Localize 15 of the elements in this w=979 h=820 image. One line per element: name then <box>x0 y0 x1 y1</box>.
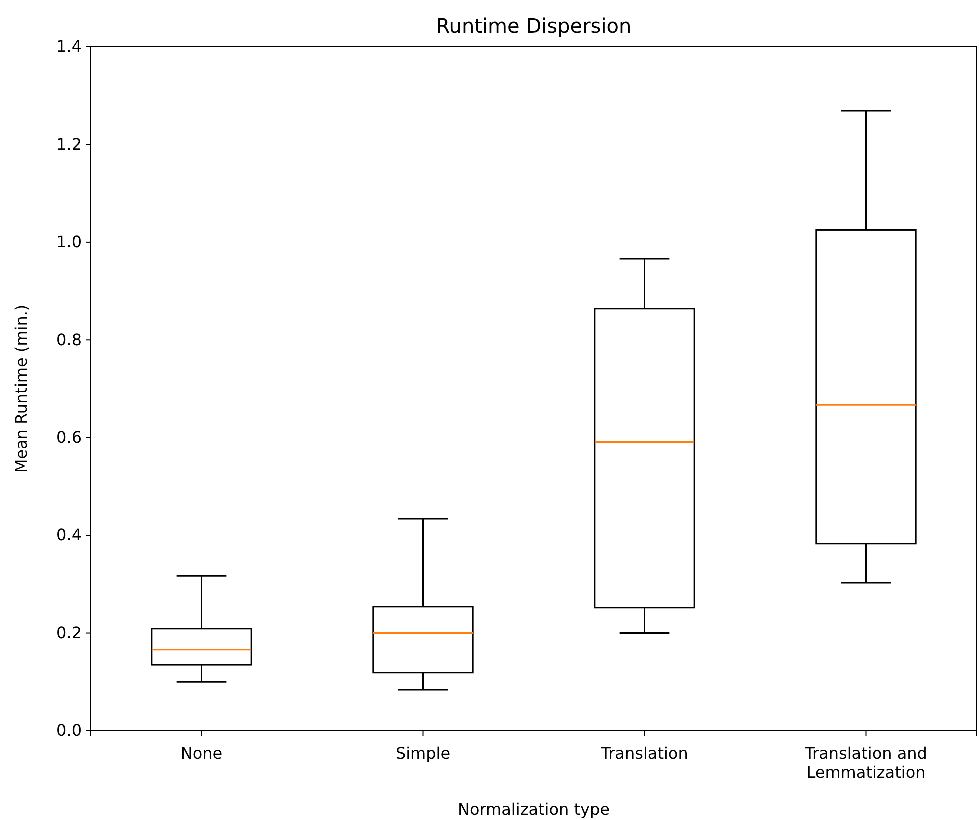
y-tick-label: 1.2 <box>56 134 82 154</box>
x-tick-label: Translation and Lemmatization <box>804 744 928 782</box>
y-tick-label: 1.4 <box>56 37 82 56</box>
y-axis-title: Mean Runtime (min.) <box>12 304 31 474</box>
chart-title: Runtime Dispersion <box>436 14 632 38</box>
y-tick-label: 0.8 <box>56 330 82 350</box>
y-tick-label: 0.4 <box>56 526 82 545</box>
x-axis-title: Normalization type <box>458 800 610 819</box>
x-tick-label: None <box>180 744 223 763</box>
y-tick-label: 1.0 <box>56 232 82 252</box>
x-tick-label: Translation <box>600 744 688 763</box>
y-tick-label: 0.6 <box>56 428 82 447</box>
y-tick-label: 0.0 <box>56 721 82 740</box>
x-tick-label: Simple <box>396 744 451 763</box>
y-tick-label: 0.2 <box>56 623 82 642</box>
